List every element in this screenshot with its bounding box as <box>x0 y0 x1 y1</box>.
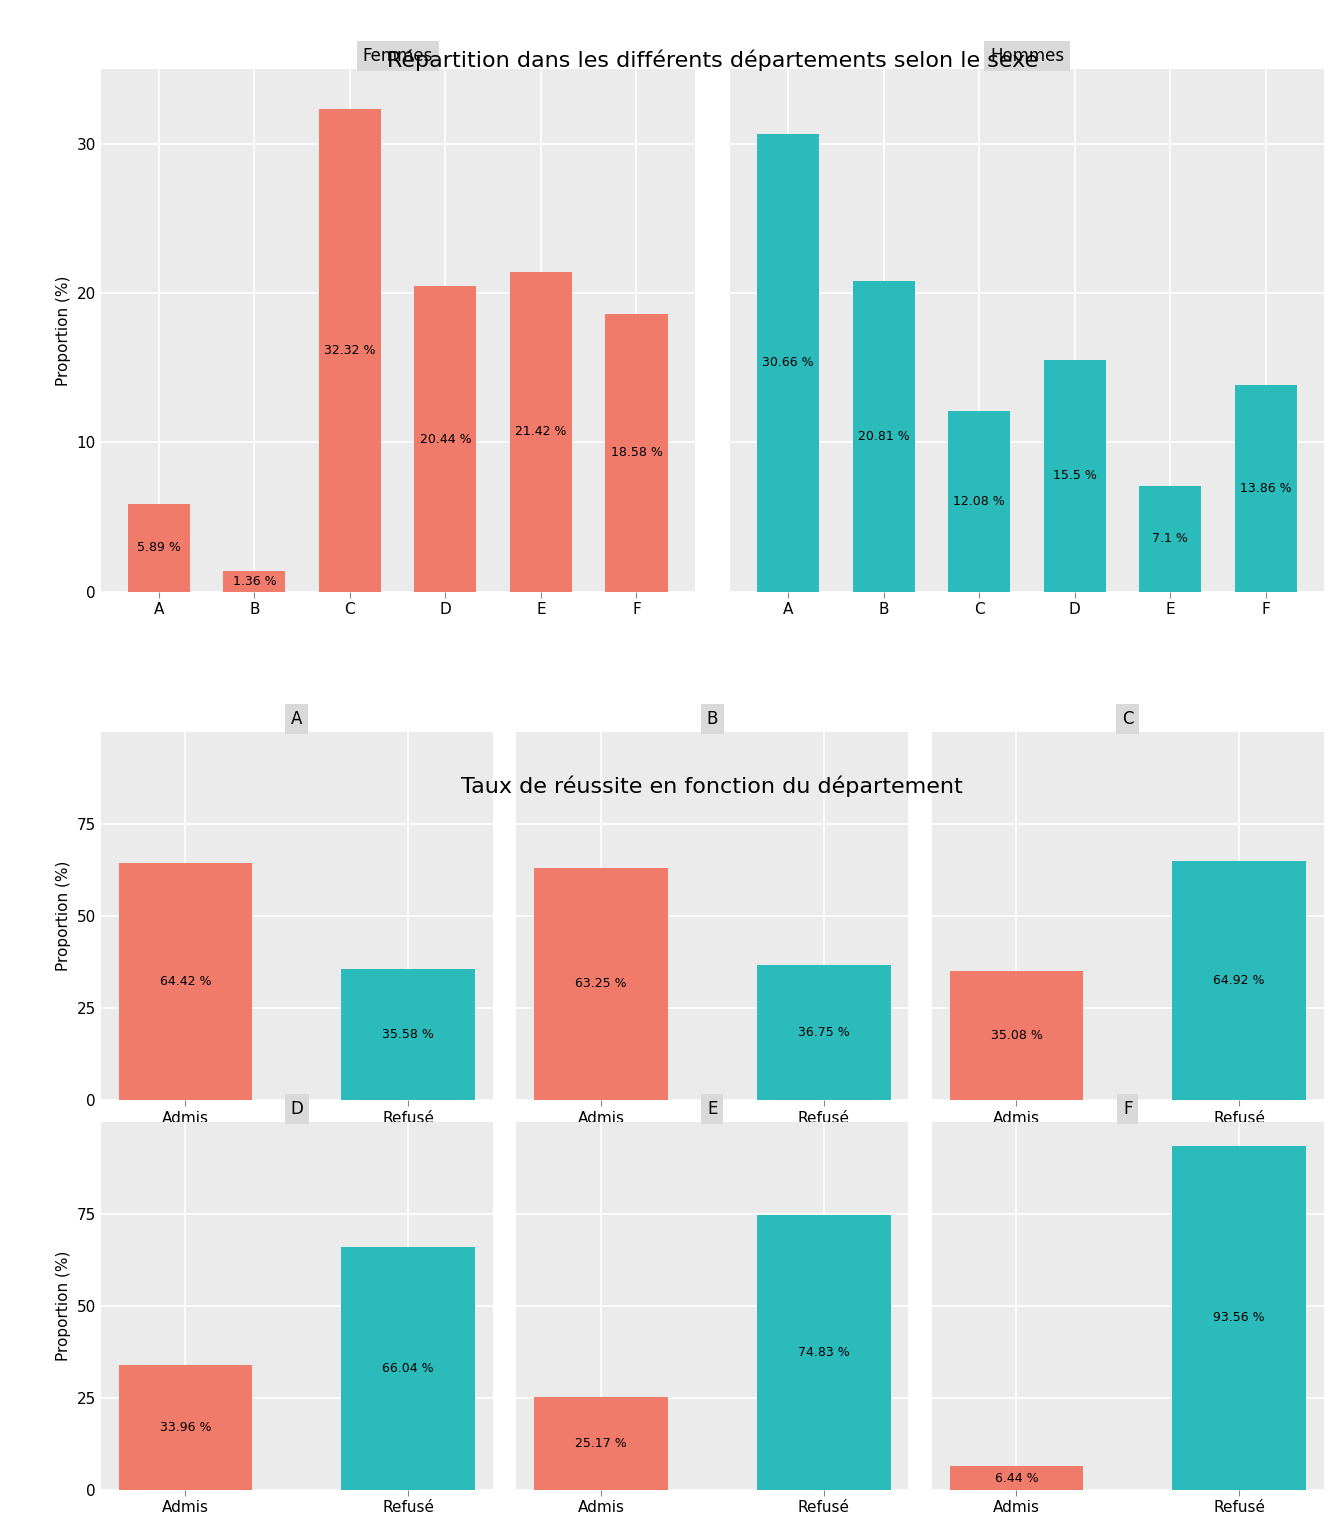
Bar <box>509 272 573 591</box>
Bar <box>534 1398 668 1490</box>
Bar <box>1172 862 1306 1100</box>
Bar <box>1140 485 1202 591</box>
Text: 93.56 %: 93.56 % <box>1214 1312 1265 1324</box>
Text: 32.32 %: 32.32 % <box>324 344 375 356</box>
Bar <box>118 1366 253 1490</box>
Bar <box>950 971 1083 1100</box>
Text: 7.1 %: 7.1 % <box>1152 531 1188 545</box>
Bar <box>1235 384 1297 591</box>
Text: 33.96 %: 33.96 % <box>160 1421 211 1435</box>
Bar <box>605 315 668 591</box>
Text: 1.36 %: 1.36 % <box>233 574 276 588</box>
Title: Femmes: Femmes <box>363 46 433 65</box>
Bar <box>223 571 285 591</box>
Text: 64.42 %: 64.42 % <box>160 975 211 988</box>
Text: 30.66 %: 30.66 % <box>762 356 814 369</box>
Bar <box>757 1215 891 1490</box>
Text: 64.92 %: 64.92 % <box>1214 974 1265 988</box>
Text: 21.42 %: 21.42 % <box>515 425 567 438</box>
Text: Répartition dans les différents départements selon le sexe: Répartition dans les différents départem… <box>387 49 1038 71</box>
Title: B: B <box>707 710 718 728</box>
Y-axis label: Proportion (%): Proportion (%) <box>56 1250 71 1361</box>
Text: 66.04 %: 66.04 % <box>382 1362 434 1375</box>
Text: 36.75 %: 36.75 % <box>798 1026 849 1038</box>
Text: 35.58 %: 35.58 % <box>382 1028 434 1041</box>
Bar <box>319 109 380 591</box>
Bar <box>950 1467 1083 1490</box>
Bar <box>534 868 668 1100</box>
Bar <box>341 1247 474 1490</box>
Text: 15.5 %: 15.5 % <box>1052 470 1097 482</box>
Text: 13.86 %: 13.86 % <box>1241 482 1292 495</box>
Title: C: C <box>1122 710 1133 728</box>
Text: 63.25 %: 63.25 % <box>575 977 626 991</box>
Text: 35.08 %: 35.08 % <box>991 1029 1043 1041</box>
Bar <box>757 965 891 1100</box>
Bar <box>1044 361 1106 591</box>
Text: 5.89 %: 5.89 % <box>137 541 181 554</box>
Text: 25.17 %: 25.17 % <box>575 1438 626 1450</box>
Title: A: A <box>292 710 302 728</box>
Text: 20.44 %: 20.44 % <box>419 433 472 445</box>
Title: Hommes: Hommes <box>991 46 1064 65</box>
Y-axis label: Proportion (%): Proportion (%) <box>56 275 71 386</box>
Text: 20.81 %: 20.81 % <box>857 430 910 442</box>
Title: E: E <box>707 1100 718 1118</box>
Y-axis label: Proportion (%): Proportion (%) <box>56 862 71 971</box>
Bar <box>1172 1146 1306 1490</box>
Text: 18.58 %: 18.58 % <box>610 447 663 459</box>
Text: 6.44 %: 6.44 % <box>995 1471 1039 1485</box>
Bar <box>757 134 820 591</box>
Bar <box>852 281 915 591</box>
Text: 74.83 %: 74.83 % <box>798 1346 849 1359</box>
Title: D: D <box>290 1100 304 1118</box>
Text: Taux de réussite en fonction du département: Taux de réussite en fonction du départem… <box>461 776 964 797</box>
Bar <box>128 504 190 591</box>
Bar <box>341 969 474 1100</box>
Title: F: F <box>1124 1100 1133 1118</box>
Bar <box>414 286 477 591</box>
Text: 12.08 %: 12.08 % <box>953 495 1005 508</box>
Bar <box>948 412 1011 591</box>
Bar <box>118 863 253 1100</box>
